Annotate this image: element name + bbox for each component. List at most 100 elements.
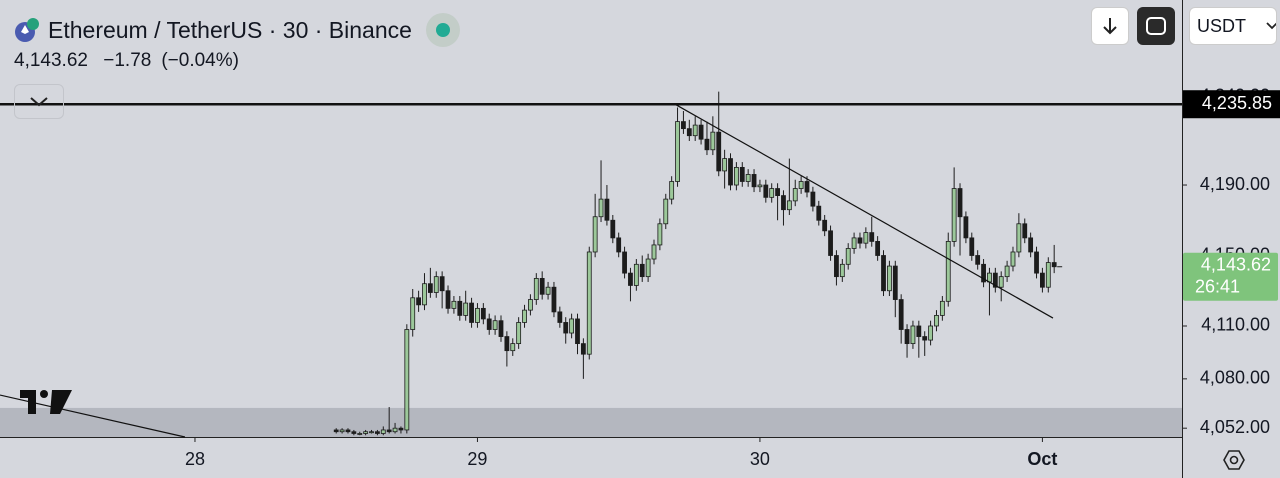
level-price-tag bbox=[1183, 90, 1280, 119]
candle-body bbox=[1004, 265, 1010, 278]
candle-body bbox=[551, 286, 557, 313]
candle-body bbox=[857, 237, 863, 244]
candle-body bbox=[834, 255, 839, 278]
collapse-button[interactable] bbox=[14, 84, 64, 119]
logo-part bbox=[20, 390, 36, 414]
candle-body bbox=[628, 272, 633, 286]
x-tick-label: 29 bbox=[467, 449, 487, 469]
candle-body bbox=[616, 237, 622, 253]
candle-body bbox=[822, 219, 828, 232]
candle-body bbox=[663, 198, 669, 225]
candle-body bbox=[404, 329, 410, 431]
eth-glyph bbox=[21, 25, 29, 34]
x-tick-label: 30 bbox=[750, 449, 770, 469]
candle-body bbox=[498, 320, 504, 337]
fullscreen-icon bbox=[1146, 17, 1166, 35]
candle-body bbox=[763, 184, 769, 198]
candle-body bbox=[416, 297, 421, 306]
candle-body bbox=[427, 283, 433, 293]
candle-body bbox=[910, 325, 916, 345]
candle-body bbox=[345, 429, 351, 433]
last-price: 4,143.62 bbox=[14, 50, 88, 71]
settings-icon[interactable] bbox=[1223, 450, 1245, 470]
price-change-pct: (−0.04%) bbox=[161, 50, 239, 71]
last-price-tag bbox=[1183, 252, 1278, 301]
candle-body bbox=[1051, 262, 1057, 268]
frame bbox=[1146, 17, 1166, 35]
candle-body bbox=[492, 320, 498, 330]
candle-body bbox=[575, 318, 580, 345]
chevron-icon bbox=[30, 96, 48, 106]
candle-body bbox=[380, 429, 386, 434]
candle-body bbox=[981, 263, 986, 283]
download-button[interactable] bbox=[1091, 7, 1129, 45]
candle-body bbox=[945, 241, 951, 302]
candle-body bbox=[804, 181, 810, 193]
candle-body bbox=[504, 336, 510, 352]
candle-body bbox=[645, 258, 651, 278]
candle-body bbox=[939, 300, 945, 316]
candle-body bbox=[987, 272, 992, 283]
candle-body bbox=[469, 302, 474, 323]
candle-body bbox=[586, 251, 592, 355]
y-tick-label: 4,110.00 bbox=[1201, 315, 1270, 335]
candle-body bbox=[698, 124, 704, 140]
candle-body bbox=[816, 205, 822, 221]
status-badge bbox=[425, 13, 460, 47]
support-zone bbox=[0, 407, 1182, 437]
candle-body bbox=[451, 300, 457, 309]
candle-body bbox=[969, 237, 975, 256]
candle-body bbox=[463, 302, 469, 316]
candle-body bbox=[686, 128, 692, 137]
price-row: 4,143.62 −1.78 (−0.04%) bbox=[14, 50, 249, 72]
candle-body bbox=[728, 158, 733, 186]
logo-part bbox=[40, 390, 48, 398]
candle-body bbox=[998, 276, 1004, 288]
candle-body bbox=[1040, 272, 1045, 288]
chevron bbox=[30, 96, 48, 106]
symbol-title: Ethereum / TetherUS · 30 · Binance bbox=[48, 16, 412, 43]
icon-dot bbox=[1229, 455, 1239, 465]
candle-body bbox=[651, 244, 657, 260]
candle-body bbox=[951, 188, 957, 242]
status-dot bbox=[435, 23, 450, 37]
candle-body bbox=[904, 329, 910, 345]
chevron bbox=[1266, 22, 1276, 30]
candle-body bbox=[751, 174, 757, 188]
y-tick-label: 4,080.00 bbox=[1200, 368, 1270, 388]
candle-body bbox=[692, 124, 698, 137]
fullscreen-button[interactable] bbox=[1137, 7, 1175, 45]
candle-body bbox=[828, 230, 833, 256]
candle-body bbox=[810, 191, 816, 207]
candle-body bbox=[739, 166, 745, 182]
candle-body bbox=[528, 299, 533, 311]
candle-body bbox=[333, 429, 339, 433]
candle-body bbox=[992, 272, 998, 288]
currency-select[interactable]: USDT bbox=[1189, 7, 1277, 45]
candle-body bbox=[922, 336, 928, 341]
x-tick-label: Oct bbox=[1027, 449, 1057, 469]
candle-body bbox=[675, 121, 680, 182]
candle-body bbox=[339, 429, 345, 433]
candle-body bbox=[710, 131, 716, 151]
candle-body bbox=[539, 278, 545, 295]
candle-body bbox=[769, 188, 775, 198]
candle-body bbox=[422, 283, 427, 306]
candle-body bbox=[563, 322, 569, 334]
candle-body bbox=[457, 300, 463, 316]
candle-body bbox=[516, 322, 522, 345]
tv-logo bbox=[20, 390, 72, 414]
candle-body bbox=[398, 427, 404, 431]
x-tick-label: 28 bbox=[185, 449, 205, 469]
candle-body bbox=[757, 184, 763, 188]
candle-body bbox=[592, 216, 598, 253]
dropdown-icon bbox=[1266, 22, 1276, 30]
candle-body bbox=[863, 232, 869, 244]
candle-body bbox=[622, 251, 627, 274]
candle-body bbox=[1028, 237, 1034, 253]
y-tick-label: 4,052.00 bbox=[1200, 417, 1270, 437]
candle-body bbox=[545, 286, 551, 295]
candle-body bbox=[533, 278, 539, 300]
candle-body bbox=[1022, 223, 1028, 239]
icon-hexagon bbox=[1223, 450, 1245, 470]
